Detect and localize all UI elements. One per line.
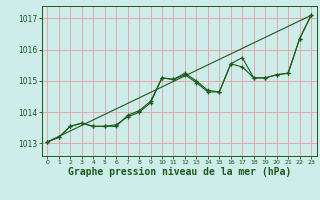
X-axis label: Graphe pression niveau de la mer (hPa): Graphe pression niveau de la mer (hPa) [68,167,291,177]
